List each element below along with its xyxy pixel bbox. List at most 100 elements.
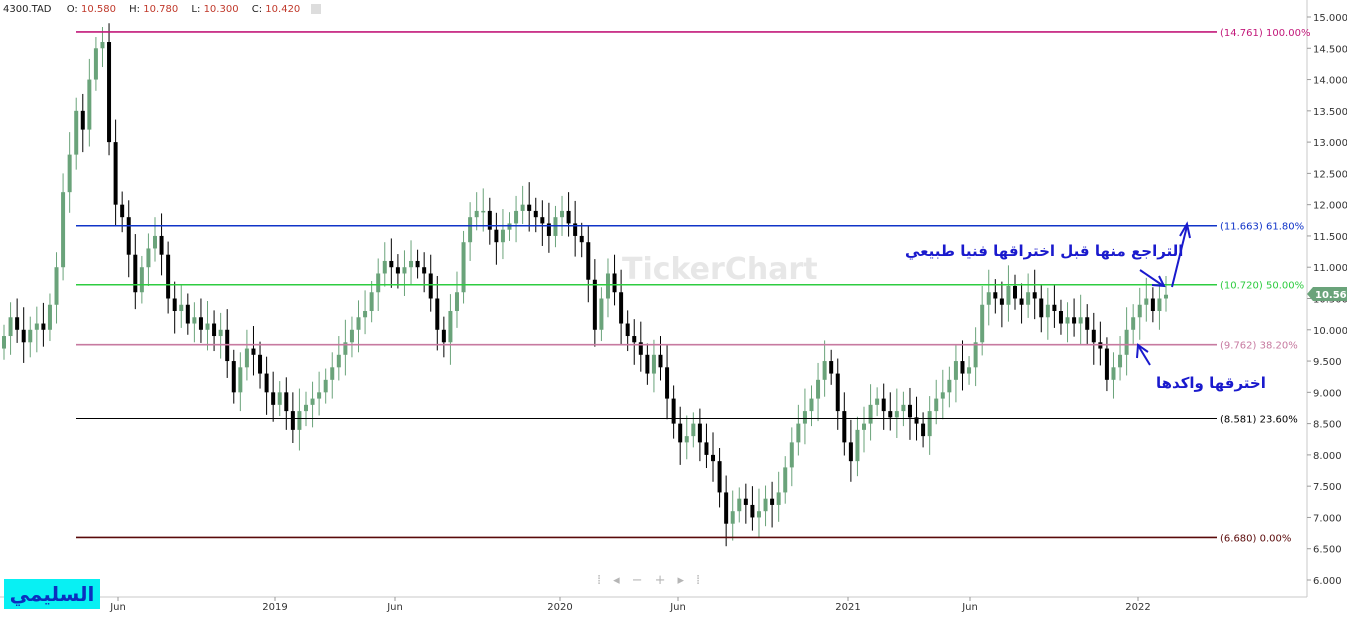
candle bbox=[756, 488, 761, 539]
candle bbox=[1078, 294, 1083, 345]
candle bbox=[21, 307, 26, 363]
header-menu-icon[interactable] bbox=[311, 4, 322, 14]
candle bbox=[605, 258, 610, 318]
candle bbox=[468, 202, 473, 261]
first-page-icon[interactable]: ⁞ bbox=[597, 573, 614, 588]
x-tick-label: 2020 bbox=[547, 602, 572, 613]
candle bbox=[448, 294, 453, 365]
brand-label: السليمي bbox=[4, 579, 100, 609]
y-tick-label: 9.000 bbox=[1313, 388, 1342, 399]
candle bbox=[927, 396, 932, 455]
candle bbox=[343, 319, 348, 376]
fib-level: (10.720) 50.00% bbox=[76, 281, 1304, 292]
candle bbox=[80, 93, 85, 153]
candle bbox=[776, 471, 781, 522]
candle bbox=[264, 356, 269, 415]
y-tick-label: 11.000 bbox=[1313, 263, 1347, 274]
candle bbox=[586, 225, 591, 303]
candle bbox=[474, 192, 479, 231]
x-tick-label: Jun bbox=[386, 602, 403, 613]
candle bbox=[809, 385, 814, 427]
candle bbox=[297, 388, 302, 451]
arrow-right-head bbox=[1151, 275, 1166, 288]
candle bbox=[533, 197, 538, 233]
fib-level-label: (9.762) 38.20% bbox=[1220, 341, 1298, 352]
candle bbox=[1019, 283, 1024, 324]
candle bbox=[645, 343, 650, 385]
y-tick-label: 15.000 bbox=[1313, 13, 1347, 24]
candle bbox=[317, 371, 322, 416]
candle bbox=[566, 192, 571, 237]
candle bbox=[238, 352, 243, 412]
y-tick-label: 12.500 bbox=[1313, 169, 1347, 180]
y-tick-label: 12.000 bbox=[1313, 201, 1347, 212]
candle bbox=[947, 366, 952, 408]
candle bbox=[8, 302, 13, 355]
candle bbox=[34, 306, 39, 353]
candle bbox=[494, 212, 499, 265]
x-tick-label: 2019 bbox=[262, 602, 287, 613]
fib-level-label: (6.680) 0.00% bbox=[1220, 533, 1291, 544]
candle bbox=[514, 195, 519, 243]
candle bbox=[369, 280, 374, 323]
candle bbox=[487, 197, 492, 245]
x-tick-label: Jun bbox=[669, 602, 686, 613]
candle bbox=[349, 316, 354, 358]
candle bbox=[868, 384, 873, 441]
candle bbox=[855, 416, 860, 477]
scroll-right-icon[interactable]: ▸ bbox=[677, 573, 697, 588]
candle bbox=[1091, 312, 1096, 365]
candle bbox=[848, 419, 853, 482]
y-tick-label: 8.500 bbox=[1313, 420, 1342, 431]
fib-level-label: (10.720) 50.00% bbox=[1220, 281, 1304, 292]
arrow-up-line bbox=[1171, 225, 1188, 288]
candle bbox=[139, 255, 144, 304]
candle bbox=[277, 381, 282, 417]
candle bbox=[218, 312, 223, 359]
candle bbox=[579, 222, 584, 258]
y-tick-label: 6.500 bbox=[1313, 545, 1342, 556]
candle bbox=[284, 377, 289, 430]
close-label: C: bbox=[251, 4, 263, 15]
y-tick-label: 14.000 bbox=[1313, 76, 1347, 87]
candle bbox=[678, 406, 683, 465]
candle bbox=[126, 200, 131, 278]
scroll-left-icon[interactable]: ◂ bbox=[613, 573, 632, 588]
candle bbox=[1045, 287, 1050, 340]
fib-level-label: (14.761) 100.00% bbox=[1220, 28, 1310, 39]
fib-level: (9.762) 38.20% bbox=[76, 341, 1298, 352]
zoom-in-icon[interactable]: + bbox=[654, 573, 678, 588]
candle bbox=[599, 287, 604, 342]
zoom-out-icon[interactable]: − bbox=[631, 573, 655, 588]
candle bbox=[612, 254, 617, 306]
candle bbox=[986, 269, 991, 326]
low-label: L: bbox=[191, 4, 201, 15]
open-value: 10.580 bbox=[80, 4, 116, 15]
candle bbox=[717, 448, 722, 508]
candle bbox=[953, 344, 958, 403]
candle bbox=[323, 368, 328, 404]
candle bbox=[724, 475, 729, 547]
candle bbox=[842, 392, 847, 456]
candle bbox=[441, 316, 446, 358]
arrow-left-head bbox=[1136, 343, 1149, 359]
candle bbox=[435, 275, 440, 351]
candle bbox=[632, 319, 637, 365]
x-tick-label: Jun bbox=[109, 602, 126, 613]
candle bbox=[1150, 287, 1155, 323]
candle bbox=[697, 408, 702, 462]
candle bbox=[527, 182, 532, 232]
y-tick-label: 11.500 bbox=[1313, 232, 1347, 243]
candle bbox=[1039, 285, 1044, 333]
candle bbox=[1013, 274, 1018, 310]
candle bbox=[796, 404, 801, 456]
chart-frame bbox=[0, 0, 1308, 598]
last-price-badge: 10.560 bbox=[1307, 287, 1347, 301]
candle bbox=[54, 252, 59, 324]
last-page-icon[interactable]: ⁞ bbox=[696, 573, 713, 588]
candle bbox=[185, 293, 190, 335]
y-tick-label: 7.500 bbox=[1313, 482, 1342, 493]
candle bbox=[402, 250, 407, 296]
candle bbox=[330, 352, 335, 399]
